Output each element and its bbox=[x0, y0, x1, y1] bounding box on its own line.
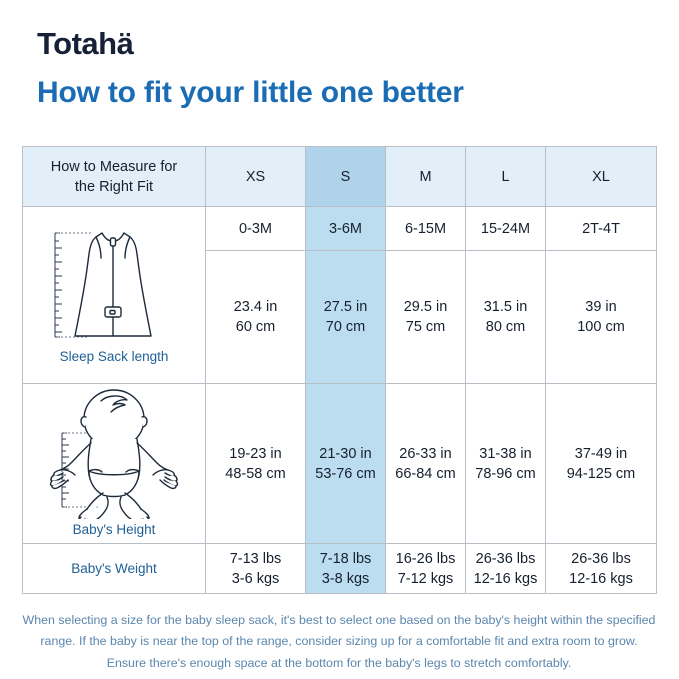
height-s-cm: 53-76 cm bbox=[315, 465, 376, 482]
weight-m: 16-26 lbs 7-12 kgs bbox=[385, 543, 466, 594]
length-s-in: 27.5 in bbox=[323, 299, 368, 315]
age-s: 3-6M bbox=[305, 206, 386, 251]
height-xl-in: 37-49 in bbox=[574, 445, 628, 462]
weight-s-kgs: 3-8 kgs bbox=[321, 570, 370, 587]
height-m: 26-33 in 66-84 cm bbox=[385, 383, 466, 544]
weight-l-lbs: 26-36 lbs bbox=[475, 550, 536, 567]
table-row-sleep-sack-length: 23.4 in 60 cm 27.5 in 70 cm 29.5 in 75 c… bbox=[23, 250, 657, 384]
length-xs-in: 23.4 in bbox=[233, 299, 278, 315]
table-row-baby-height: Baby's Height 19-23 in 48-58 cm 21-30 in… bbox=[22, 383, 657, 544]
length-xs-cm: 60 cm bbox=[235, 319, 276, 335]
length-xl: 39 in 100 cm bbox=[545, 250, 657, 384]
brand-logo: Totahä bbox=[37, 26, 134, 61]
baby-height-label: Baby's Height bbox=[72, 522, 156, 538]
weight-m-lbs: 16-26 lbs bbox=[395, 550, 456, 567]
length-s-cm: 70 cm bbox=[325, 319, 366, 335]
length-m: 29.5 in 75 cm bbox=[385, 250, 466, 384]
fitting-note-line3: Ensure there's enough space at the botto… bbox=[106, 655, 572, 670]
height-xl-cm: 94-125 cm bbox=[566, 465, 636, 482]
sleep-sack-label: Sleep Sack length bbox=[59, 348, 169, 364]
baby-weight-label-text: Baby's Weight bbox=[71, 560, 157, 576]
age-l: 15-24M bbox=[465, 206, 546, 251]
weight-xl-lbs: 26-36 lbs bbox=[571, 550, 631, 567]
weight-xl-kgs: 12-16 kgs bbox=[569, 570, 633, 587]
height-m-in: 26-33 in bbox=[399, 445, 452, 462]
fitting-note-line2: range. If the baby is near the top of th… bbox=[40, 634, 638, 649]
weight-s-lbs: 7-18 lbs bbox=[319, 550, 372, 567]
baby-weight-label: Baby's Weight bbox=[22, 543, 206, 594]
weight-l-kgs: 12-16 kgs bbox=[473, 570, 538, 587]
baby-illustration bbox=[49, 389, 179, 520]
weight-m-kgs: 7-12 kgs bbox=[397, 570, 454, 587]
length-xs: 23.4 in 60 cm bbox=[205, 250, 306, 384]
table-row-baby-weight: Baby's Weight 7-13 lbs 3-6 kgs 7-18 lbs … bbox=[22, 543, 657, 594]
height-l: 31-38 in 78-96 cm bbox=[465, 383, 546, 544]
table-row-age: Sleep Sack length 0-3M 3-6M 6-15M 15-24M… bbox=[22, 206, 657, 384]
length-l: 31.5 in 80 cm bbox=[465, 250, 546, 384]
height-xs-in: 19-23 in bbox=[229, 445, 282, 462]
baby-figure-cell: Baby's Height bbox=[22, 383, 206, 544]
header-size-s[interactable]: S bbox=[305, 146, 386, 207]
height-s-in: 21-30 in bbox=[319, 445, 372, 462]
size-chart-table: How to Measure for the Right Fit XS S M … bbox=[22, 146, 657, 594]
fitting-note-line1: When selecting a size for the baby sleep… bbox=[22, 613, 656, 627]
length-m-in: 29.5 in bbox=[403, 299, 448, 315]
sleep-sack-figure-cell: Sleep Sack length bbox=[22, 206, 206, 384]
age-m: 6-15M bbox=[385, 206, 466, 251]
baby-figure: Baby's Height bbox=[26, 387, 202, 540]
length-l-in: 31.5 in bbox=[483, 299, 528, 315]
length-xl-cm: 100 cm bbox=[577, 319, 625, 335]
weight-xs-lbs: 7-13 lbs bbox=[229, 550, 282, 567]
header-size-l[interactable]: L bbox=[465, 146, 546, 207]
header-size-m[interactable]: M bbox=[385, 146, 466, 207]
fitting-note: When selecting a size for the baby sleep… bbox=[22, 610, 656, 674]
age-xl: 2T-4T bbox=[545, 206, 657, 251]
sleep-sack-illustration bbox=[54, 231, 152, 338]
weight-l: 26-36 lbs 12-16 kgs bbox=[465, 543, 546, 594]
age-xs: 0-3M bbox=[205, 206, 306, 251]
length-m-cm: 75 cm bbox=[405, 319, 446, 335]
weight-xs: 7-13 lbs 3-6 kgs bbox=[205, 543, 306, 594]
header-size-xs[interactable]: XS bbox=[205, 146, 306, 207]
header-size-xl[interactable]: XL bbox=[545, 146, 657, 207]
height-xs: 19-23 in 48-58 cm bbox=[205, 383, 306, 544]
page-title: How to fit your little one better bbox=[37, 76, 464, 109]
length-s: 27.5 in 70 cm bbox=[305, 250, 386, 384]
length-xl-in: 39 in bbox=[585, 299, 617, 315]
header-measure-line1: How to Measure for bbox=[50, 158, 178, 175]
height-l-cm: 78-96 cm bbox=[475, 465, 536, 482]
height-l-in: 31-38 in bbox=[479, 445, 532, 462]
height-s: 21-30 in 53-76 cm bbox=[305, 383, 386, 544]
height-m-cm: 66-84 cm bbox=[395, 465, 456, 482]
sleep-sack-figure: Sleep Sack length bbox=[26, 224, 202, 367]
height-xs-cm: 48-58 cm bbox=[225, 465, 286, 482]
weight-xs-kgs: 3-6 kgs bbox=[231, 570, 280, 587]
weight-s: 7-18 lbs 3-8 kgs bbox=[305, 543, 386, 594]
header-measure-line2: the Right Fit bbox=[74, 178, 154, 195]
weight-xl: 26-36 lbs 12-16 kgs bbox=[545, 543, 657, 594]
table-header-row: How to Measure for the Right Fit XS S M … bbox=[22, 146, 657, 207]
length-l-cm: 80 cm bbox=[485, 319, 526, 335]
height-xl: 37-49 in 94-125 cm bbox=[545, 383, 657, 544]
header-measure-cell: How to Measure for the Right Fit bbox=[22, 146, 206, 207]
